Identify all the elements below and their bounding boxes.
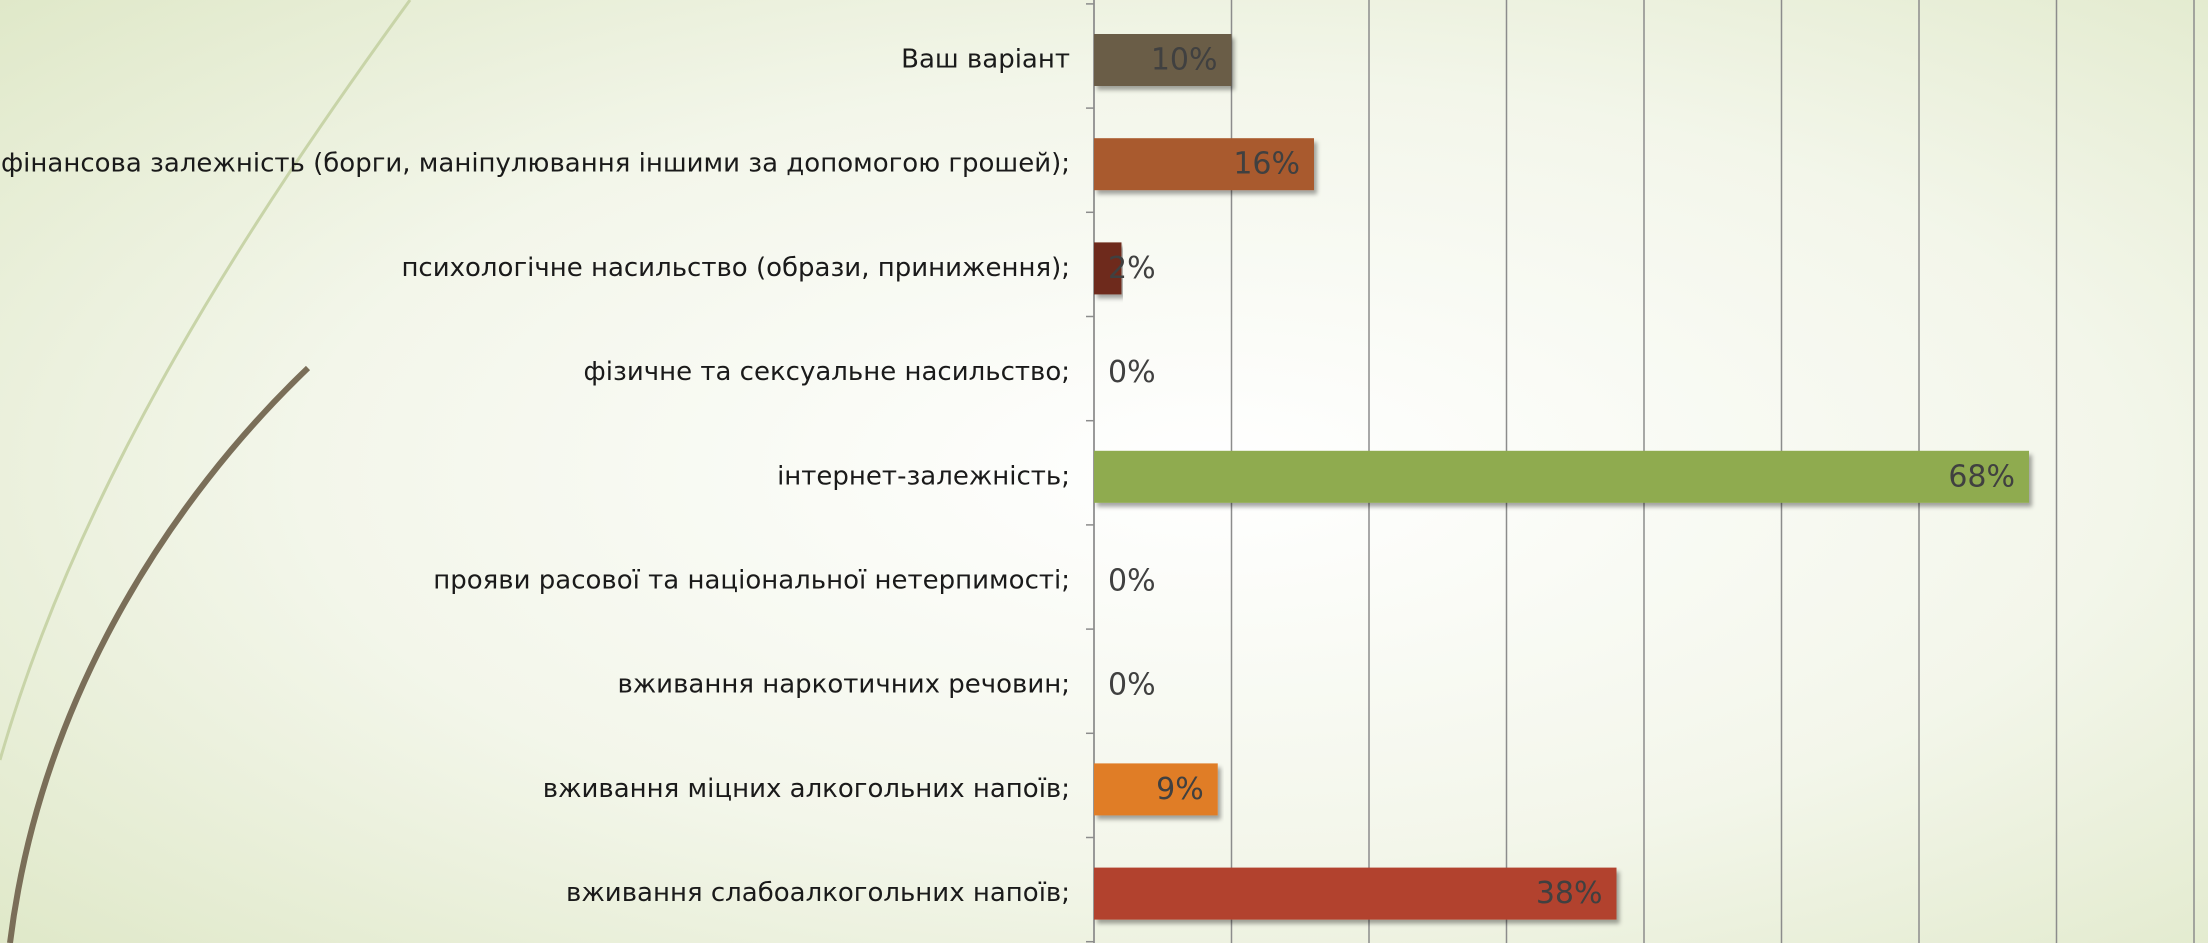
category-label: Ваш варіант — [901, 45, 1070, 75]
data-label: 10% — [1151, 43, 1218, 78]
category-label: фінансова залежність (борги, маніпулюван… — [1, 149, 1070, 179]
bar — [1094, 242, 1122, 295]
decor-curve — [7, 365, 311, 943]
data-label: 2% — [1108, 251, 1156, 286]
bar — [1094, 34, 1232, 86]
data-label: 68% — [1948, 459, 2015, 494]
bar — [1094, 763, 1218, 816]
category-label: прояви расової та національної нетерпимо… — [433, 566, 1070, 596]
data-label: 38% — [1536, 876, 1603, 911]
category-label: інтернет-залежність; — [777, 461, 1070, 491]
category-label: фізичне та сексуальне насильство; — [584, 357, 1070, 387]
data-label: 0% — [1108, 355, 1156, 390]
data-label: 16% — [1233, 147, 1300, 182]
data-label: 0% — [1108, 564, 1156, 599]
bar — [1094, 867, 1617, 920]
bar — [1094, 138, 1314, 191]
data-label: 9% — [1156, 772, 1204, 807]
bar — [1094, 450, 2029, 503]
category-label: вживання слабоалкогольних напоїв; — [566, 878, 1070, 908]
decor-curve — [0, 0, 412, 761]
data-label: 0% — [1108, 668, 1156, 703]
category-label: вживання наркотичних речовин; — [617, 670, 1070, 700]
category-label: психологічне насильство (образи, приниже… — [401, 253, 1070, 283]
category-label: вживання міцних алкогольних напоїв; — [543, 774, 1070, 804]
